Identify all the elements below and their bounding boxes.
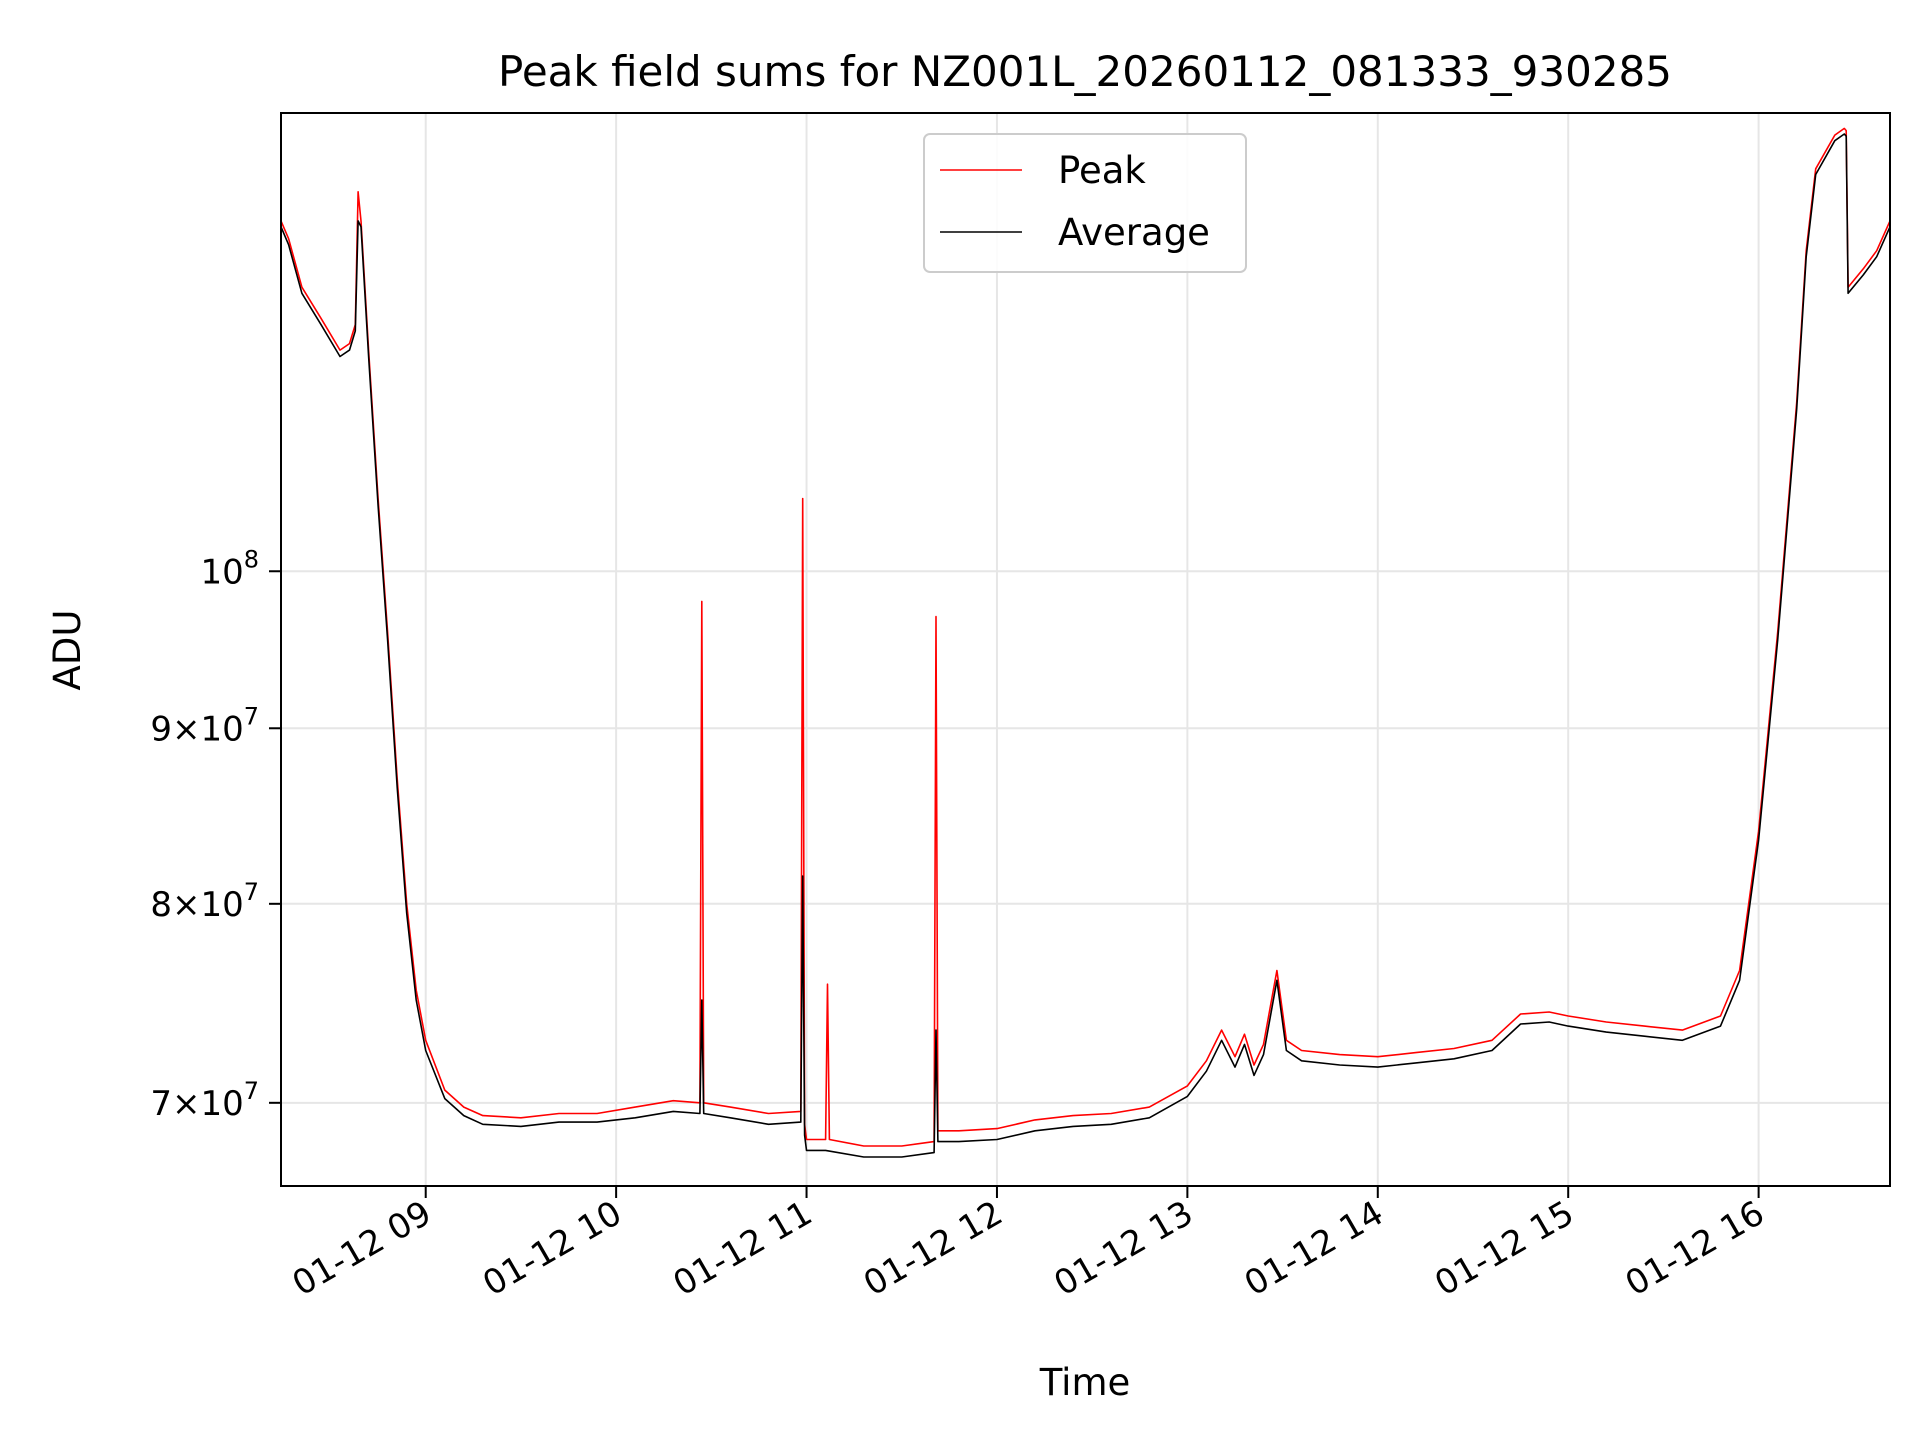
legend-label-peak: Peak xyxy=(1058,149,1146,192)
y-tick-label-100000000: 108 xyxy=(200,545,259,592)
series-layer xyxy=(280,127,1891,1158)
x-axis-label: Time xyxy=(1039,1361,1131,1404)
series-line-average xyxy=(280,133,1891,1158)
y-tick-label-90000000: 9×107 xyxy=(150,702,259,749)
plot-frame xyxy=(280,112,1891,1187)
chart-title: Peak field sums for NZ001L_20260112_0813… xyxy=(498,47,1672,96)
y-axis-label: ADU xyxy=(46,610,89,691)
legend: Peak Average xyxy=(923,133,1247,273)
y-axis: 7×107 8×107 9×107 108 xyxy=(150,545,281,1124)
grid xyxy=(281,113,1890,1186)
y-tick-label-70000000: 7×107 xyxy=(150,1077,259,1124)
series-line-peak xyxy=(280,127,1891,1147)
y-tick-label-80000000: 8×107 xyxy=(150,878,259,925)
legend-box xyxy=(923,133,1247,273)
legend-label-average: Average xyxy=(1058,211,1210,254)
